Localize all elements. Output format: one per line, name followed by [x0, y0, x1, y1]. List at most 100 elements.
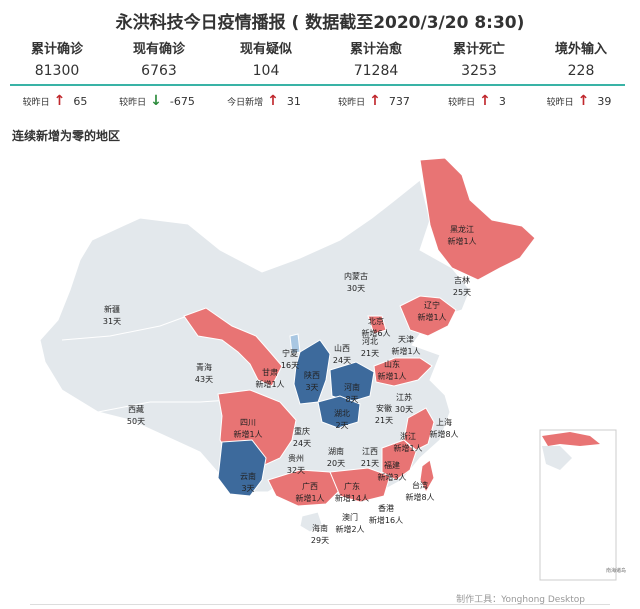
region-value: 16天 — [281, 361, 299, 370]
region-value: 25天 — [453, 288, 471, 297]
region-name: 贵州 — [288, 453, 304, 463]
region-name: 台湾 — [412, 480, 428, 490]
teal-divider — [10, 84, 625, 86]
arrow-up-icon: ↑ — [369, 93, 381, 109]
delta-label: 较昨日 — [448, 97, 476, 108]
section-title: 连续新增为零的地区 — [12, 129, 121, 143]
arrow-up-icon: ↑ — [479, 93, 491, 109]
region-shape-grey — [299, 511, 323, 533]
stat-value: 6763 — [141, 63, 177, 79]
region-name: 吉林 — [454, 275, 470, 285]
region-name: 上海 — [436, 417, 452, 427]
stat-recovered: 累计治愈 71284 — [323, 40, 429, 82]
footer-credit: 制作工具：Yonghong Desktop — [456, 595, 585, 605]
arrow-up-icon: ↑ — [267, 93, 279, 109]
region-name: 澳门 — [342, 512, 358, 522]
region-shape-grey — [97, 399, 231, 413]
region-name: 山西 — [334, 343, 350, 353]
region-value: 24天 — [293, 439, 311, 448]
region-value: 2天 — [335, 421, 348, 430]
region-shape-red — [419, 459, 435, 494]
map-labels: 黑龙江 新增1人 吉林 25天 辽宁 新增1人 内蒙古 30天 新疆 31天 青… — [103, 224, 477, 545]
delta-value: 65 — [73, 94, 88, 108]
region-name: 甘肃 — [262, 367, 278, 377]
stat-current-confirmed: 现有确诊 6763 — [106, 40, 212, 82]
region-value: 新增2人 — [335, 524, 364, 534]
delta-imported: 较昨日 ↑ 39 — [526, 92, 632, 110]
region-value: 新增1人 — [377, 371, 406, 381]
delta-value: 3 — [498, 94, 506, 108]
region-name: 宁夏 — [282, 348, 298, 358]
region-name: 福建 — [384, 460, 400, 470]
region-shape-lightblue — [289, 333, 301, 355]
stat-label: 境外输入 — [554, 42, 607, 57]
region-name: 海南 — [312, 523, 328, 533]
region-name: 浙江 — [400, 431, 416, 441]
stat-cumulative-confirmed: 累计确诊 81300 — [4, 40, 110, 82]
region-shape-grey — [542, 446, 572, 470]
region-name: 天津 — [398, 334, 414, 344]
region-value: 3天 — [305, 383, 318, 392]
region-value: 31天 — [103, 317, 121, 326]
china-map: 黑龙江 新增1人 吉林 25天 辽宁 新增1人 内蒙古 30天 新疆 31天 青… — [39, 157, 617, 581]
region-value: 新增16人 — [369, 515, 403, 525]
region-shape-red — [329, 467, 391, 503]
stats-bar: 累计确诊 81300 现有确诊 6763 现有疑似 104 累计治愈 71284… — [0, 40, 640, 110]
region-name: 西藏 — [128, 404, 144, 414]
stat-label: 累计治愈 — [349, 42, 402, 57]
region-value: 新增1人 — [255, 379, 284, 389]
page-title: 永洪科技今日疫情播报 ( 数据截至2020/3/20 8:30) — [115, 13, 525, 33]
region-name: 黑龙江 — [450, 224, 474, 234]
region-value: 新增1人 — [391, 346, 420, 356]
region-name: 辽宁 — [424, 300, 440, 310]
region-shape-grey — [61, 314, 191, 341]
region-value: 20天 — [327, 459, 345, 468]
region-shape-red — [373, 357, 433, 387]
region-name: 河南 — [344, 382, 360, 392]
delta-suspected: 今日新增 ↑ 31 — [211, 92, 317, 110]
region-name: 湖北 — [334, 409, 350, 418]
delta-label: 今日新增 — [227, 97, 264, 108]
region-shape-red — [267, 469, 341, 507]
region-value: 新增3人 — [377, 472, 406, 482]
region-value: 新增1人 — [447, 236, 476, 246]
region-name: 重庆 — [294, 426, 310, 436]
delta-recovered: 较昨日 ↑ 737 — [321, 92, 427, 110]
region-name: 香港 — [378, 503, 394, 513]
stat-label: 现有疑似 — [239, 42, 292, 57]
region-shape-blue — [317, 395, 361, 429]
delta-current-confirmed: 较昨日 ↓ -675 — [104, 92, 210, 110]
stat-label: 累计死亡 — [452, 42, 505, 57]
region-name: 江西 — [362, 447, 378, 456]
delta-label: 较昨日 — [119, 97, 147, 108]
delta-value: 39 — [597, 94, 612, 108]
arrow-up-icon: ↑ — [53, 93, 66, 109]
region-value: 新增8人 — [405, 492, 434, 502]
stat-value: 104 — [252, 63, 280, 79]
region-value: 新增1人 — [233, 429, 262, 439]
region-shape-red — [399, 295, 457, 337]
region-name: 江苏 — [396, 392, 412, 402]
region-value: 30天 — [395, 405, 413, 414]
region-name: 陕西 — [304, 370, 320, 380]
arrow-down-icon: ↓ — [150, 93, 162, 109]
delta-label: 较昨日 — [338, 97, 366, 108]
region-name: 河北 — [362, 336, 378, 346]
stat-value: 71284 — [353, 63, 399, 79]
region-value: 新增8人 — [429, 429, 458, 439]
stat-deaths: 累计死亡 3253 — [426, 40, 532, 82]
region-shape-red — [419, 157, 536, 281]
stat-value: 228 — [567, 63, 595, 79]
region-shape-red — [367, 315, 387, 335]
region-value: 3天 — [241, 484, 254, 493]
region-value: 32天 — [287, 466, 305, 475]
region-value: 新增6人 — [361, 328, 390, 338]
region-name: 内蒙古 — [344, 271, 368, 281]
region-value: 8天 — [345, 395, 358, 404]
region-name: 广西 — [302, 481, 318, 491]
region-shape-blue — [329, 361, 375, 403]
region-name: 北京 — [368, 316, 384, 326]
region-name: 云南 — [240, 471, 256, 481]
delta-value: -675 — [169, 94, 195, 108]
delta-label: 较昨日 — [22, 97, 50, 108]
